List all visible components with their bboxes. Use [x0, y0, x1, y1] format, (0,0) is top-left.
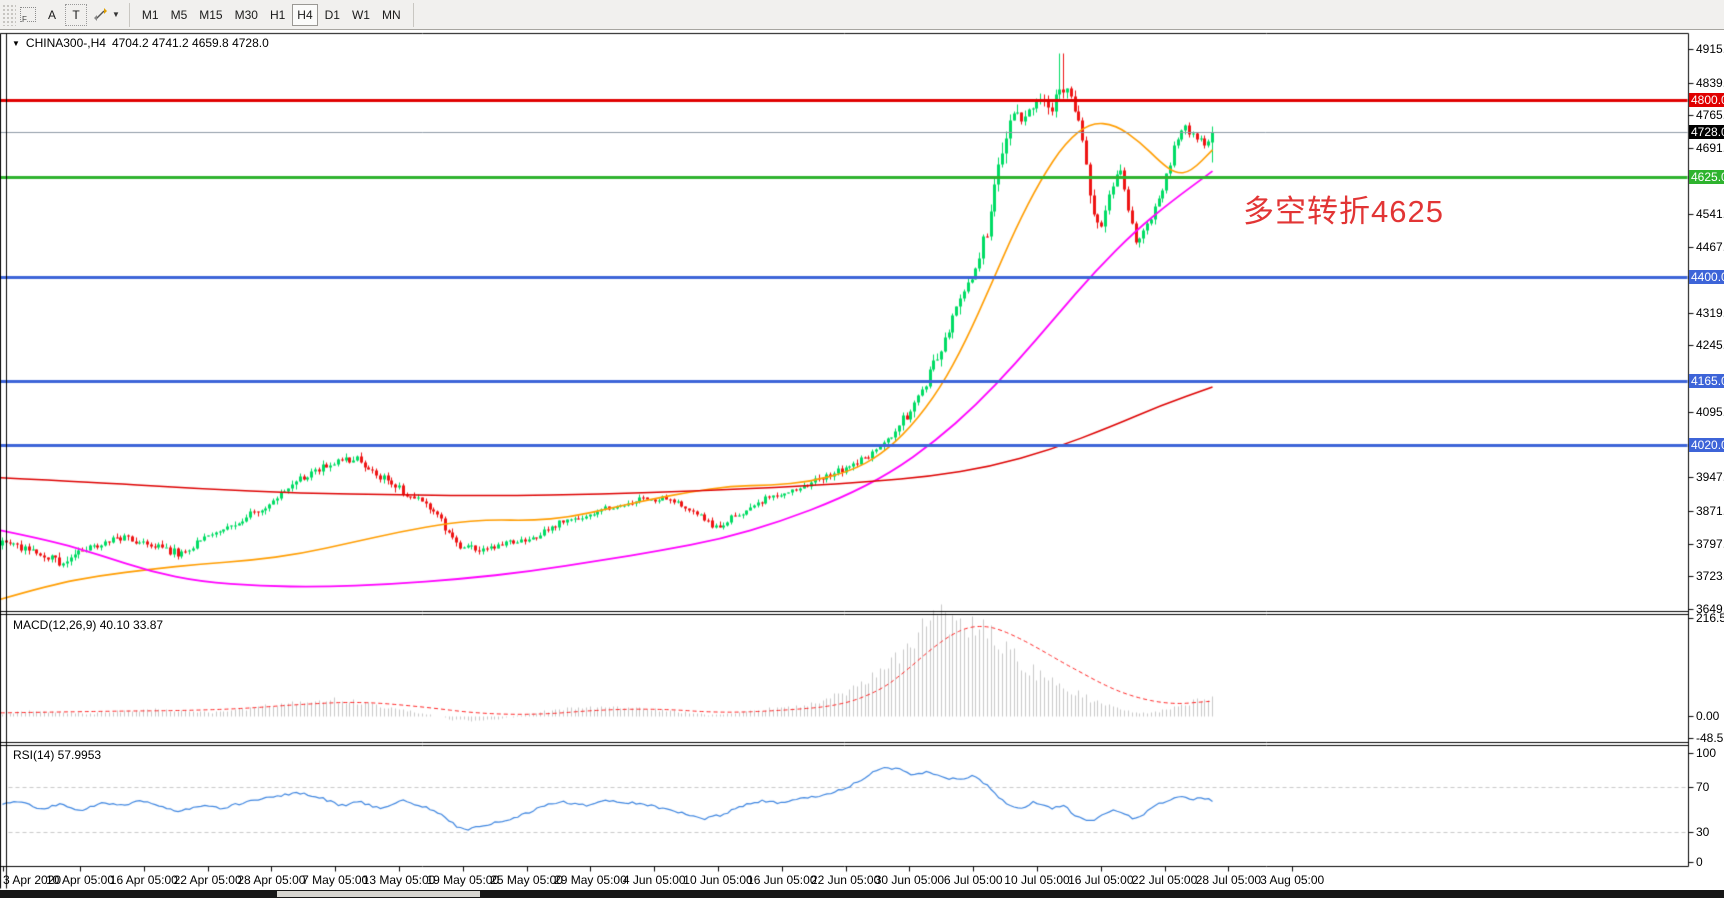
rsi-tick-30: 30 [1696, 825, 1710, 839]
time-label-5: 28 Apr 05:00 [237, 873, 306, 887]
toolbar-separator-2 [412, 2, 414, 27]
time-label-1: 3 Apr 2020 [3, 873, 62, 887]
macd-tick-216.54: 216.54 [1696, 611, 1724, 625]
price-tick-3947.0: 3947.0 [1696, 470, 1724, 484]
price-tick-3649.0: 3649.0 [1696, 602, 1724, 616]
timeframe-button-W1[interactable]: W1 [347, 4, 375, 26]
level-price-box-4625.0: 4625.0 [1689, 170, 1724, 184]
toolbar-separator [128, 2, 130, 27]
symbol-dropdown-icon[interactable]: ▼ [12, 38, 20, 48]
price-tick-4691.0: 4691.0 [1696, 141, 1724, 155]
time-label-6: 7 May 05:00 [302, 873, 369, 887]
time-label-16: 6 Jul 05:00 [943, 873, 1003, 887]
timeframe-button-H4[interactable]: H4 [292, 3, 318, 26]
macd-tick-0.00: 0.00 [1696, 709, 1720, 723]
price-tick-4915.0: 4915.0 [1696, 42, 1724, 56]
level-price-box-4400.0: 4400.0 [1689, 270, 1724, 284]
timeframe-button-M15[interactable]: M15 [194, 4, 227, 26]
time-label-18: 16 Jul 05:00 [1068, 873, 1134, 887]
arrow-label-tool-button[interactable]: A [41, 4, 63, 26]
time-label-10: 29 May 05:00 [554, 873, 627, 887]
dropdown-caret-icon[interactable]: ▼ [112, 10, 120, 19]
time-label-19: 22 Jul 05:00 [1131, 873, 1198, 887]
timeframe-button-M1[interactable]: M1 [137, 4, 164, 26]
time-label-8: 19 May 05:00 [426, 873, 500, 887]
price-tick-4095.0: 4095.0 [1696, 405, 1724, 419]
time-label-2: 10 Apr 05:00 [45, 873, 115, 887]
timeframe-button-D1[interactable]: D1 [320, 4, 345, 26]
timeframe-group: M1 M5 M15 M30 H1 H4 D1 W1 MN [136, 3, 407, 26]
rsi-tick-70: 70 [1696, 780, 1710, 794]
time-label-7: 13 May 05:00 [362, 873, 436, 887]
chart-annotation-text[interactable]: 多空转折4625 [1243, 194, 1444, 229]
time-label-11: 4 Jun 05:00 [622, 873, 686, 887]
price-tick-3723.0: 3723.0 [1696, 569, 1724, 583]
template-f-icon[interactable]: F [18, 5, 38, 25]
price-tick-4541.0: 4541.0 [1696, 207, 1724, 221]
bottom-bar [0, 890, 1724, 898]
level-price-box-4800.0: 4800.0 [1689, 93, 1724, 107]
time-label-17: 10 Jul 05:00 [1004, 873, 1070, 887]
time-label-20: 28 Jul 05:00 [1195, 873, 1262, 887]
timeframe-button-H1[interactable]: H1 [265, 4, 290, 26]
price-tick-4467.0: 4467.0 [1696, 240, 1724, 254]
time-label-12: 10 Jun 05:00 [683, 873, 753, 887]
timeframe-button-MN[interactable]: MN [377, 4, 406, 26]
time-label-21: 3 Aug 05:00 [1260, 873, 1325, 887]
price-tick-4839.0: 4839.0 [1696, 76, 1724, 90]
text-tool-button[interactable]: T [65, 3, 87, 26]
toolbar-drag-grip[interactable] [2, 3, 16, 26]
price-tick-3871.0: 3871.0 [1696, 504, 1724, 518]
time-label-3: 16 Apr 05:00 [109, 873, 178, 887]
chart-ohlc-values: 4704.2 4741.2 4659.8 4728.0 [111, 36, 269, 50]
chart-title[interactable]: ▼ CHINA300-,H4 4704.2 4741.2 4659.8 4728… [12, 36, 269, 50]
bottom-bar-highlight [277, 891, 480, 897]
price-tick-4319.0: 4319.0 [1696, 306, 1724, 320]
rsi-tick-0: 0 [1696, 855, 1703, 869]
price-tick-4245.0: 4245.0 [1696, 338, 1724, 352]
current-price-box: 4728.0 [1689, 125, 1724, 139]
time-label-4: 22 Apr 05:00 [173, 873, 242, 887]
time-label-9: 25 May 05:00 [490, 873, 563, 887]
level-price-box-4165.0: 4165.0 [1689, 374, 1724, 388]
cursor-mode-icon[interactable] [90, 5, 110, 25]
toolbar: F A T ▼ M1 M5 M15 M30 H1 H4 D1 W1 MN [0, 0, 1724, 30]
price-tick-3797.0: 3797.0 [1696, 537, 1724, 551]
chart-symbol-period: CHINA300-,H4 [25, 36, 106, 50]
rsi-indicator-label: RSI(14) 57.9953 [13, 748, 102, 762]
diagonal-arrows-icon [93, 8, 107, 21]
time-label-13: 16 Jun 05:00 [747, 873, 817, 887]
macd-indicator-label: MACD(12,26,9) 40.10 33.87 [13, 618, 164, 632]
level-price-box-4020.0: 4020.0 [1689, 438, 1724, 452]
time-label-15: 30 Jun 05:00 [874, 873, 945, 887]
timeframe-button-M5[interactable]: M5 [166, 4, 193, 26]
timeframe-button-M30[interactable]: M30 [230, 4, 263, 26]
template-f-icon-glyph: F [20, 7, 36, 24]
price-tick-4765.0: 4765.0 [1696, 108, 1724, 122]
rsi-tick-100: 100 [1696, 746, 1717, 760]
macd-tick--48.52: -48.52 [1696, 731, 1724, 745]
time-label-14: 22 Jun 05:00 [810, 873, 881, 887]
